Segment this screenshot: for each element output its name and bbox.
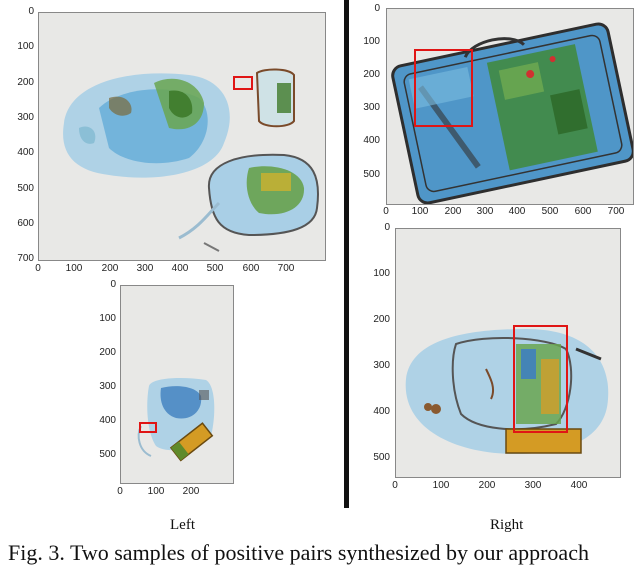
right-bottom-ytick: 0 bbox=[384, 222, 390, 233]
right-top-ytick: 100 bbox=[363, 36, 380, 47]
right-top-ytick: 400 bbox=[363, 135, 380, 146]
left-top-ytick: 700 bbox=[17, 253, 34, 264]
right-top-xtick: 600 bbox=[574, 206, 592, 217]
left-top-detection-box bbox=[233, 76, 253, 90]
left-bottom-xtick: 0 bbox=[117, 486, 123, 497]
left-top-xtick: 600 bbox=[242, 263, 260, 274]
left-top-ytick: 100 bbox=[17, 41, 34, 52]
right-bottom-detection-box bbox=[513, 325, 568, 433]
right-bottom-xtick: 300 bbox=[524, 480, 542, 491]
left-top-ytick: 500 bbox=[17, 183, 34, 194]
panel-divider bbox=[344, 0, 349, 508]
right-top-xray-scene bbox=[391, 22, 633, 204]
right-bottom-ytick: 100 bbox=[373, 268, 390, 279]
right-label: Right bbox=[490, 517, 524, 533]
right-bottom-xtick: 400 bbox=[570, 480, 588, 491]
left-bottom-xtick: 200 bbox=[182, 486, 200, 497]
right-bottom-xray-scene bbox=[405, 329, 609, 454]
left-top-xtick: 700 bbox=[277, 263, 295, 274]
figure-caption: Fig. 3. Two samples of positive pairs sy… bbox=[8, 540, 589, 565]
left-top-xtick: 100 bbox=[65, 263, 83, 274]
right-top-xtick: 100 bbox=[411, 206, 429, 217]
right-bottom-ytick: 300 bbox=[373, 360, 390, 371]
right-top-ytick: 0 bbox=[374, 3, 380, 14]
right-top-detection-box bbox=[414, 49, 473, 127]
right-top-xtick: 500 bbox=[541, 206, 559, 217]
left-top-xtick: 300 bbox=[136, 263, 154, 274]
right-top-ytick: 200 bbox=[363, 69, 380, 80]
left-top-ytick: 400 bbox=[17, 147, 34, 158]
left-label: Left bbox=[170, 517, 195, 533]
right-bottom-ytick: 200 bbox=[373, 314, 390, 325]
left-top-xtick: 500 bbox=[206, 263, 224, 274]
right-top-xtick: 300 bbox=[476, 206, 494, 217]
left-bottom-xray-scene bbox=[137, 378, 215, 462]
right-top-xtick: 700 bbox=[607, 206, 625, 217]
left-bottom-ytick: 500 bbox=[99, 449, 116, 460]
right-top-xtick: 0 bbox=[383, 206, 389, 217]
left-top-xtick: 200 bbox=[101, 263, 119, 274]
left-bottom-xray-image bbox=[120, 285, 234, 484]
left-bottom-xtick: 100 bbox=[147, 486, 165, 497]
right-top-xtick: 200 bbox=[444, 206, 462, 217]
right-bottom-xray-image bbox=[395, 228, 621, 478]
right-bottom-xtick: 200 bbox=[478, 480, 496, 491]
left-bottom-ytick: 300 bbox=[99, 381, 116, 392]
left-bottom-ytick: 100 bbox=[99, 313, 116, 324]
left-top-xtick: 400 bbox=[171, 263, 189, 274]
right-bottom-ytick: 500 bbox=[373, 452, 390, 463]
left-top-xray-image bbox=[38, 12, 326, 261]
right-top-xtick: 400 bbox=[508, 206, 526, 217]
left-bottom-ytick: 200 bbox=[99, 347, 116, 358]
left-top-xtick: 0 bbox=[35, 263, 41, 274]
left-top-ytick: 0 bbox=[28, 6, 34, 17]
left-top-ytick: 300 bbox=[17, 112, 34, 123]
right-bottom-xtick: 100 bbox=[432, 480, 450, 491]
right-top-xray-image bbox=[386, 8, 634, 205]
right-bottom-ytick: 400 bbox=[373, 406, 390, 417]
left-top-ytick: 200 bbox=[17, 77, 34, 88]
right-top-ytick: 500 bbox=[363, 169, 380, 180]
left-top-ytick: 600 bbox=[17, 218, 34, 229]
right-bottom-xtick: 0 bbox=[392, 480, 398, 491]
left-top-xray-scene bbox=[63, 68, 319, 252]
left-bottom-detection-box bbox=[139, 422, 157, 433]
left-bottom-ytick: 0 bbox=[110, 279, 116, 290]
right-top-ytick: 300 bbox=[363, 102, 380, 113]
left-bottom-ytick: 400 bbox=[99, 415, 116, 426]
